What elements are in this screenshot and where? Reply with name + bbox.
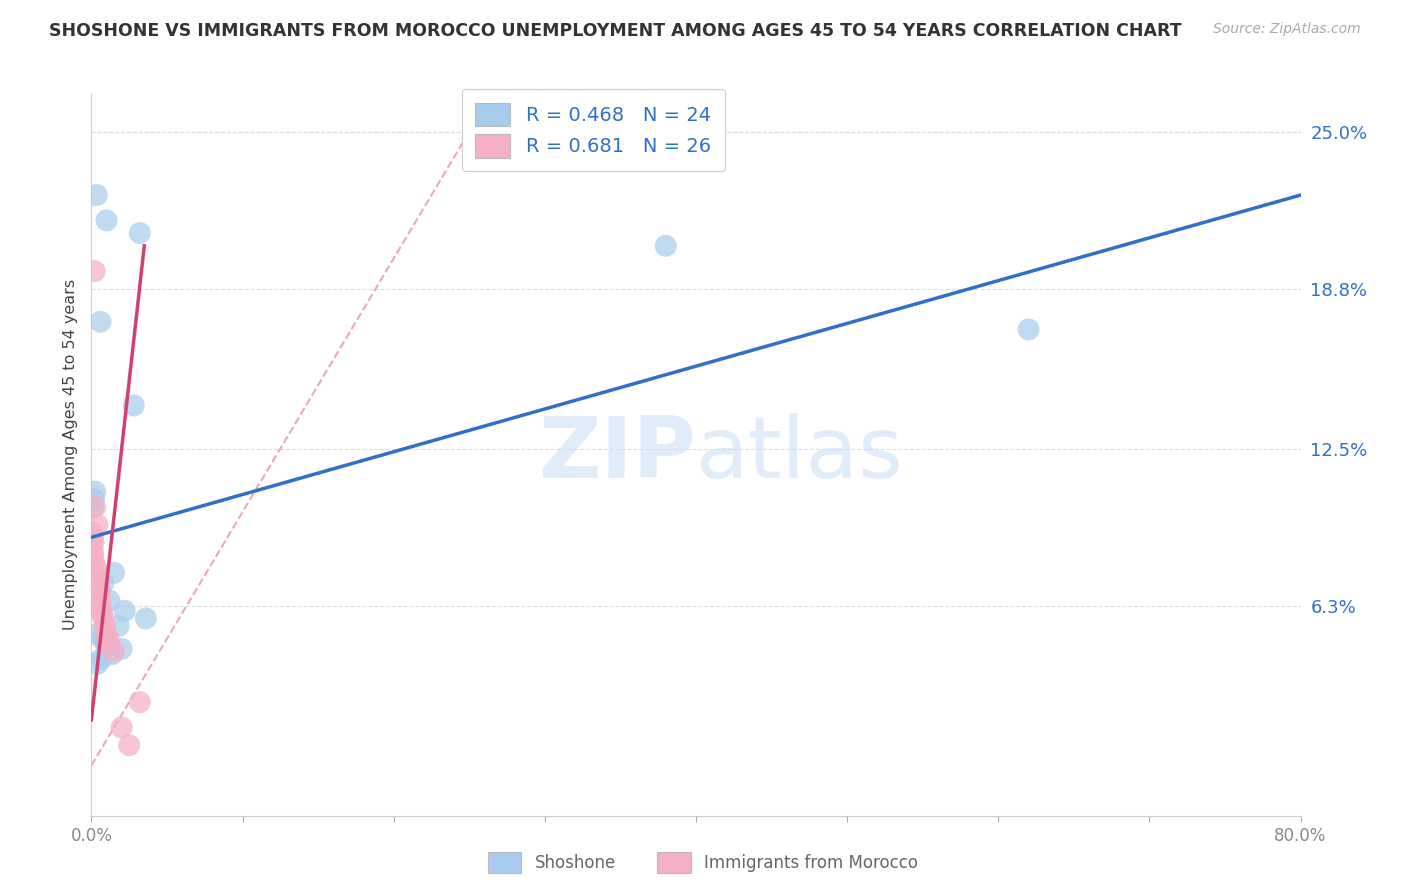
Point <box>83 556 105 570</box>
Point <box>655 239 678 253</box>
Legend: R = 0.468   N = 24, R = 0.681   N = 26: R = 0.468 N = 24, R = 0.681 N = 26 <box>461 89 724 171</box>
Point <box>98 637 121 651</box>
Legend: Shoshone, Immigrants from Morocco: Shoshone, Immigrants from Morocco <box>481 846 925 880</box>
Point <box>89 583 111 598</box>
Point <box>84 560 107 574</box>
Point <box>89 315 111 329</box>
Point <box>86 568 108 582</box>
Point <box>128 226 150 240</box>
Point <box>103 566 125 580</box>
Point <box>83 264 105 278</box>
Point <box>118 738 141 752</box>
Point <box>89 593 111 607</box>
Point <box>90 601 112 615</box>
Point <box>111 641 132 656</box>
Point <box>91 607 114 621</box>
Point <box>86 657 108 671</box>
Point <box>87 626 110 640</box>
Point <box>90 652 112 666</box>
Point <box>83 535 105 549</box>
Point <box>84 484 107 499</box>
Point <box>83 492 105 507</box>
Point <box>103 644 125 658</box>
Point <box>101 647 124 661</box>
Point <box>94 637 117 651</box>
Point <box>94 619 117 633</box>
Point <box>98 593 121 607</box>
Point <box>82 548 104 562</box>
Point <box>93 576 115 591</box>
Point <box>86 188 108 202</box>
Point <box>97 632 120 646</box>
Point <box>84 500 107 514</box>
Point <box>82 500 104 514</box>
Point <box>91 632 114 646</box>
Point <box>128 695 150 709</box>
Point <box>135 611 157 625</box>
Point <box>82 525 104 540</box>
Point <box>87 581 110 595</box>
Text: atlas: atlas <box>696 413 904 497</box>
Text: SHOSHONE VS IMMIGRANTS FROM MOROCCO UNEMPLOYMENT AMONG AGES 45 TO 54 YEARS CORRE: SHOSHONE VS IMMIGRANTS FROM MOROCCO UNEM… <box>49 22 1182 40</box>
Point <box>82 530 104 544</box>
Point <box>107 619 129 633</box>
Point <box>96 213 118 227</box>
Point <box>93 611 115 625</box>
Point <box>89 586 111 600</box>
Point <box>96 626 118 640</box>
Point <box>122 399 145 413</box>
Point <box>86 517 108 532</box>
Point <box>114 604 136 618</box>
Point <box>1018 322 1040 336</box>
Point <box>87 576 110 591</box>
Text: Source: ZipAtlas.com: Source: ZipAtlas.com <box>1213 22 1361 37</box>
Point <box>111 721 132 735</box>
Text: ZIP: ZIP <box>538 413 696 497</box>
Point <box>82 543 104 558</box>
Y-axis label: Unemployment Among Ages 45 to 54 years: Unemployment Among Ages 45 to 54 years <box>62 279 77 631</box>
